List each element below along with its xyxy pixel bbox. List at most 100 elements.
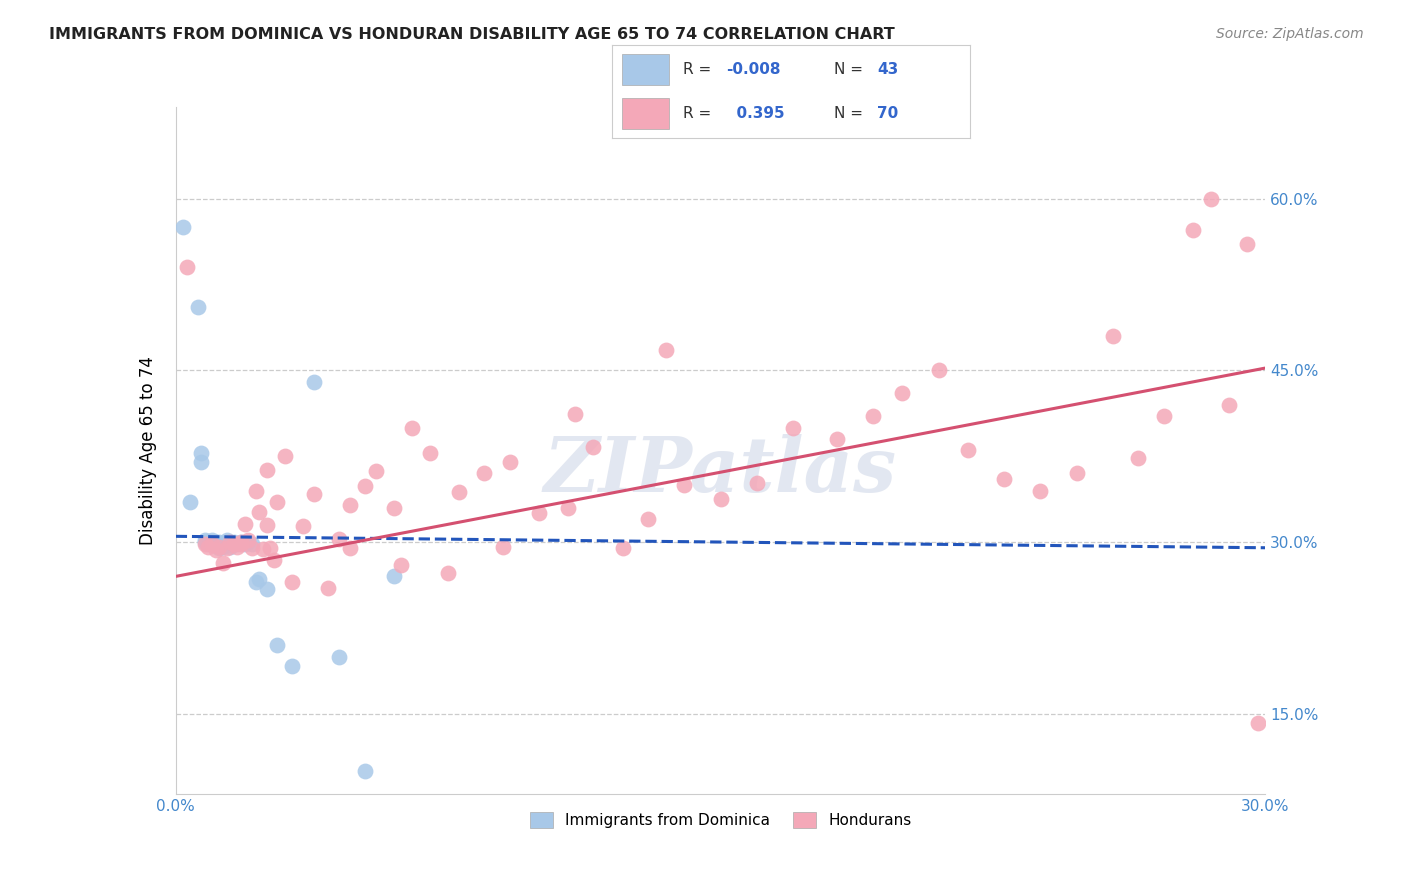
Point <box>215 535 238 549</box>
Point <box>499 455 522 469</box>
Point <box>231 535 253 549</box>
Point <box>233 516 256 531</box>
Point <box>212 540 235 554</box>
Point <box>266 495 288 509</box>
Point <box>238 533 260 547</box>
Point <box>245 575 267 590</box>
Point <box>956 443 979 458</box>
Point <box>318 581 340 595</box>
Point <box>204 537 226 551</box>
Point <box>222 537 245 551</box>
Point <box>382 500 405 515</box>
Point <box>226 537 249 551</box>
Point <box>474 467 496 481</box>
Point <box>201 537 224 551</box>
Point <box>208 541 231 555</box>
Point <box>1236 237 1258 252</box>
Point <box>1218 398 1240 412</box>
Point <box>256 463 278 477</box>
Point <box>208 537 231 551</box>
Point <box>825 432 848 446</box>
Point <box>176 260 198 275</box>
Point <box>256 517 278 532</box>
Point <box>201 537 224 551</box>
Text: 70: 70 <box>877 106 898 121</box>
Point <box>1181 222 1204 236</box>
Point <box>1153 409 1175 424</box>
Point <box>208 535 231 549</box>
Point <box>194 535 217 549</box>
Point <box>197 537 219 551</box>
Point <box>710 491 733 506</box>
Point <box>274 449 297 463</box>
Point <box>328 532 350 546</box>
Text: Source: ZipAtlas.com: Source: ZipAtlas.com <box>1216 27 1364 41</box>
Point <box>186 301 209 315</box>
Point <box>194 537 217 551</box>
Point <box>281 658 304 673</box>
Point <box>201 535 224 549</box>
Point <box>782 420 804 434</box>
Point <box>527 507 550 521</box>
Point <box>1029 483 1052 498</box>
Point <box>582 440 605 454</box>
Text: R =: R = <box>683 62 717 77</box>
Point <box>204 543 226 558</box>
Point <box>328 649 350 664</box>
Text: ZIPatlas: ZIPatlas <box>544 434 897 508</box>
Point <box>1066 467 1088 481</box>
Point <box>226 540 249 554</box>
Point <box>891 386 914 401</box>
Point <box>238 535 260 549</box>
Point <box>447 484 470 499</box>
Point <box>219 535 242 549</box>
Point <box>212 537 235 551</box>
Point <box>419 446 441 460</box>
Point <box>172 220 194 235</box>
Point <box>637 512 659 526</box>
Point <box>219 537 242 551</box>
Point <box>263 553 285 567</box>
Point <box>231 537 253 551</box>
Point <box>190 455 212 469</box>
Point <box>231 535 253 549</box>
Point <box>302 487 325 501</box>
Point <box>212 556 235 570</box>
Point <box>928 363 950 377</box>
Point <box>339 499 361 513</box>
Legend: Immigrants from Dominica, Hondurans: Immigrants from Dominica, Hondurans <box>524 806 917 834</box>
Point <box>339 541 361 555</box>
Point <box>215 541 238 555</box>
Point <box>1247 715 1270 730</box>
Point <box>492 540 515 554</box>
Point <box>222 535 245 549</box>
Point <box>201 537 224 551</box>
Text: N =: N = <box>834 62 868 77</box>
Point <box>190 446 212 460</box>
FancyBboxPatch shape <box>623 98 669 129</box>
Point <box>862 409 884 424</box>
Point <box>382 569 405 583</box>
Point <box>401 420 423 434</box>
Point <box>1102 329 1125 343</box>
Text: N =: N = <box>834 106 868 121</box>
Point <box>212 536 235 550</box>
FancyBboxPatch shape <box>623 54 669 85</box>
Point <box>208 540 231 554</box>
Point <box>245 483 267 498</box>
Text: 43: 43 <box>877 62 898 77</box>
Point <box>353 764 375 778</box>
Point <box>259 541 281 555</box>
Point <box>240 537 263 551</box>
Point <box>247 572 270 586</box>
Point <box>215 533 238 547</box>
Point <box>219 535 242 549</box>
Point <box>389 558 412 572</box>
Point <box>291 519 314 533</box>
Point <box>655 343 678 357</box>
Point <box>673 478 696 492</box>
Point <box>222 537 245 551</box>
Point <box>197 535 219 549</box>
Point <box>179 495 201 509</box>
Point <box>256 582 278 596</box>
